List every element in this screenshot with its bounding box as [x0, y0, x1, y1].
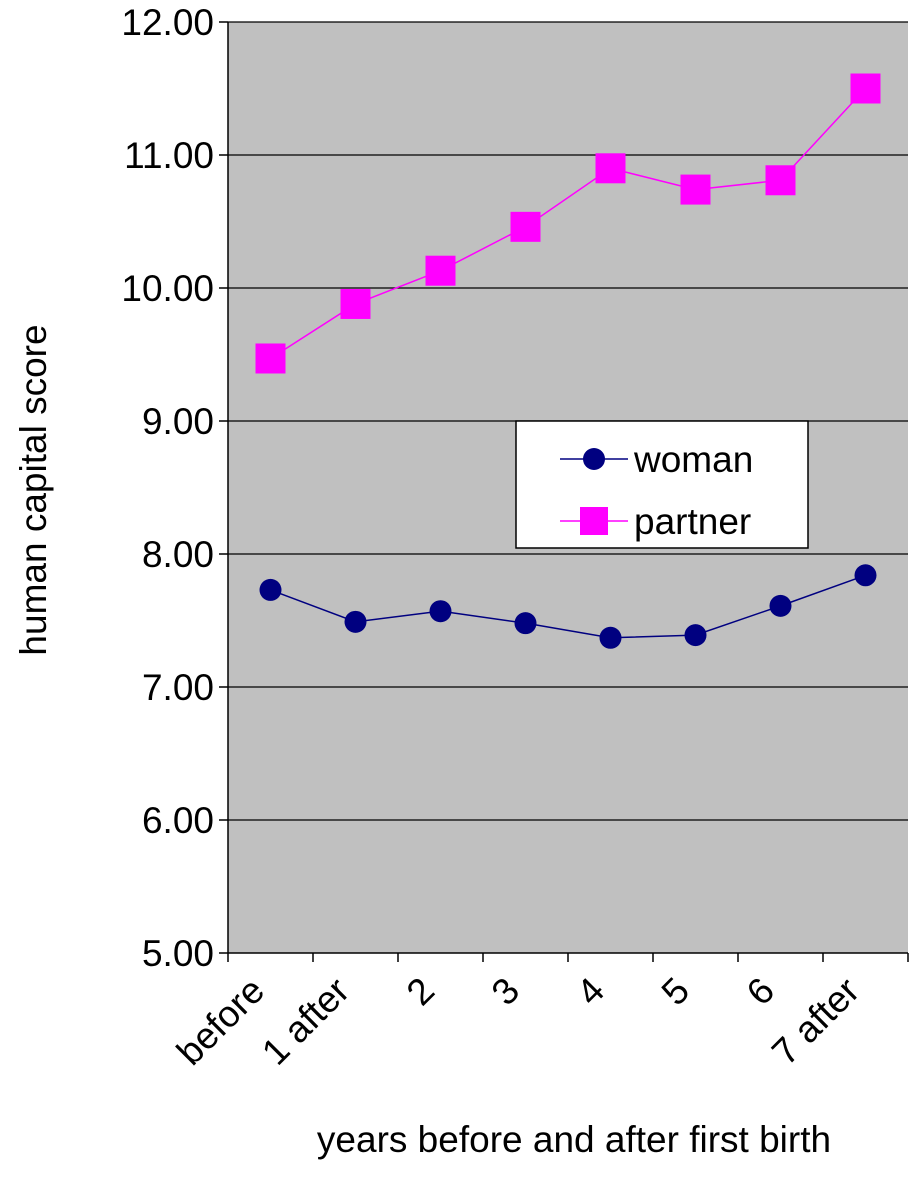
data-point: [425, 255, 456, 286]
data-point: [255, 343, 286, 374]
x-tick-label: 6: [739, 970, 783, 1014]
data-point: [340, 288, 371, 319]
data-point: [514, 612, 537, 635]
y-tick-label: 8.00: [142, 534, 214, 575]
legend-partner-marker: [580, 507, 608, 535]
y-tick-label: 9.00: [142, 401, 214, 442]
y-tick-label: 11.00: [124, 135, 214, 176]
data-point: [769, 594, 792, 617]
data-point: [684, 624, 707, 647]
data-point: [344, 610, 367, 633]
data-point: [765, 165, 796, 196]
x-tick-label: 7 after: [764, 970, 867, 1073]
series-woman: [259, 564, 877, 649]
x-tick-label: 2: [399, 970, 443, 1014]
data-point: [680, 174, 711, 205]
data-point: [510, 211, 541, 242]
y-tick-label: 6.00: [142, 800, 214, 841]
x-axis-title: years before and after first birth: [317, 1119, 831, 1160]
x-tick-label: 4: [569, 970, 613, 1014]
data-point: [599, 626, 622, 649]
y-tick-label: 7.00: [142, 667, 214, 708]
data-point: [850, 73, 881, 104]
data-point: [259, 578, 282, 601]
y-axis-title: human capital score: [13, 324, 54, 655]
legend-box: [515, 420, 809, 549]
data-point: [854, 564, 877, 587]
legend-woman-label: woman: [633, 439, 753, 480]
series-line: [270, 574, 866, 639]
data-point: [429, 600, 452, 623]
x-tick-label: 3: [484, 970, 528, 1014]
legend: woman partner: [515, 420, 809, 549]
x-tick-label: 5: [654, 970, 698, 1014]
series-partner: [255, 73, 881, 374]
legend-woman-marker: [583, 448, 605, 470]
y-tick-label: 10.00: [121, 268, 214, 309]
legend-partner-label: partner: [634, 501, 751, 542]
x-tick-label: before: [169, 970, 272, 1073]
gridlines: [228, 21, 908, 821]
data-point: [595, 153, 626, 184]
y-tick-label: 5.00: [142, 933, 214, 974]
series-layer: [255, 73, 881, 649]
y-axis-ticks: 5.00 6.00 7.00 8.00 9.00 10.00 11.00 12.00: [121, 2, 228, 974]
y-tick-label: 12.00: [121, 2, 214, 43]
x-tick-label: 1 after: [254, 970, 357, 1073]
